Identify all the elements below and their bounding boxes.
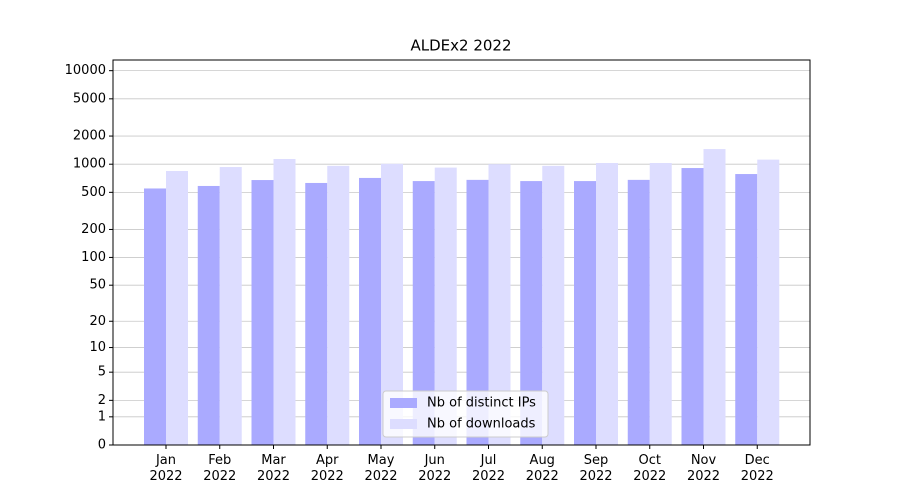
y-tick-label: 2 — [98, 393, 106, 408]
y-tick-label: 50 — [89, 278, 106, 293]
x-tick-label: Oct 2022 — [633, 453, 667, 484]
bar — [144, 188, 166, 445]
bar — [197, 185, 220, 445]
legend-label: Nb of distinct IPs — [427, 396, 536, 411]
x-tick-label: Sep 2022 — [579, 453, 613, 484]
legend-swatch — [390, 419, 417, 429]
axes-frame — [112, 59, 811, 446]
y-tick-label: 10000 — [65, 63, 106, 78]
y-tick-label: 1000 — [73, 157, 106, 172]
legend-box — [382, 390, 549, 438]
x-tick-label: Dec 2022 — [740, 453, 774, 484]
x-tick-label: Jan 2022 — [149, 453, 183, 484]
y-tick-label: 100 — [81, 250, 106, 265]
bar — [219, 167, 242, 446]
bar — [596, 163, 618, 445]
x-tick-label: Aug 2022 — [525, 453, 559, 484]
bar — [542, 165, 565, 445]
x-tick-label: Apr 2022 — [310, 453, 344, 484]
y-tick-label: 2000 — [73, 129, 106, 144]
x-tick-label: Nov 2022 — [686, 453, 721, 484]
legend-swatch — [390, 398, 417, 408]
bar — [735, 174, 758, 445]
bar — [466, 179, 489, 445]
bar — [681, 168, 704, 446]
x-tick-label: Feb 2022 — [203, 453, 237, 484]
bar — [488, 164, 511, 446]
bar — [574, 181, 596, 445]
y-tick-label: 5000 — [73, 91, 106, 106]
chart-title: ALDEx2 2022 — [410, 37, 511, 55]
y-tick-label: 20 — [89, 314, 106, 329]
x-tick-label: Jul 2022 — [471, 453, 506, 484]
y-tick-label: 10 — [89, 340, 106, 355]
bar — [412, 181, 435, 445]
bar — [166, 170, 188, 446]
y-tick-label: 200 — [81, 222, 106, 237]
bar — [703, 149, 726, 445]
y-tick-label: 0 — [98, 438, 106, 453]
bar — [359, 177, 381, 446]
bar — [273, 158, 296, 445]
bar — [305, 182, 328, 445]
y-tick-label: 5 — [98, 365, 106, 380]
bar — [649, 163, 672, 445]
bar — [627, 179, 650, 445]
bar — [381, 163, 403, 445]
y-tick-label: 500 — [81, 185, 106, 200]
bar — [251, 180, 274, 445]
bar — [327, 165, 350, 445]
x-tick-label: Mar 2022 — [256, 453, 291, 484]
bar — [757, 159, 780, 445]
x-tick-label: May 2022 — [364, 453, 398, 484]
bar — [520, 181, 543, 445]
legend-label: Nb of downloads — [427, 417, 536, 432]
legend: Nb of distinct IPs Nb of downloads — [382, 390, 549, 438]
bar — [434, 167, 457, 445]
x-tick-label: Jun 2022 — [418, 453, 452, 484]
y-tick-label: 1 — [98, 409, 106, 424]
